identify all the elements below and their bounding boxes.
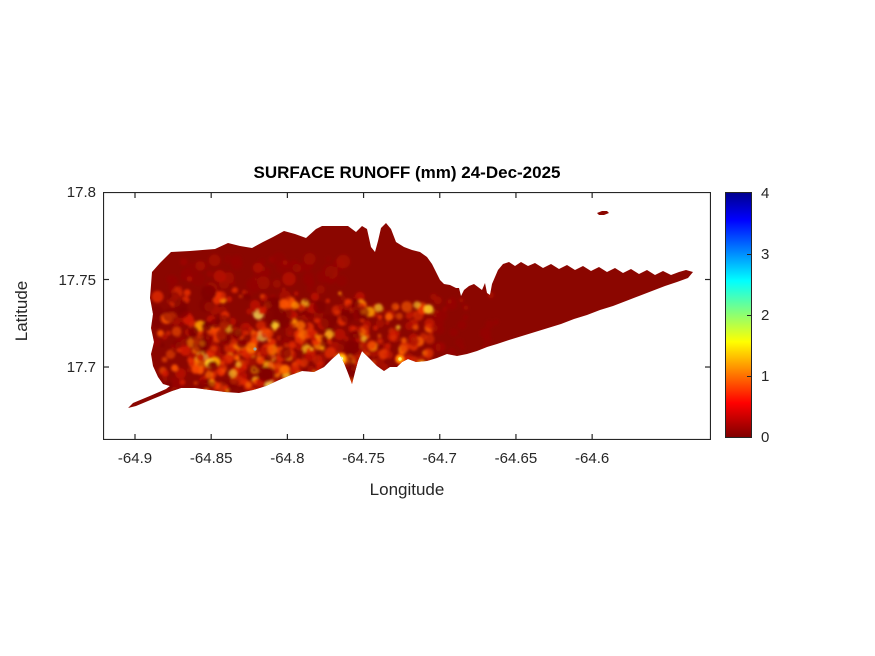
colorbar-tick-label: 4: [761, 185, 770, 202]
colorbar-tick: [747, 376, 751, 377]
colorbar-tick-label: 0: [761, 429, 770, 446]
x-axis-label: Longitude: [369, 480, 445, 499]
y-tick-label: 17.75: [58, 271, 96, 289]
colorbar-tick: [747, 254, 751, 255]
y-tick-label: 17.7: [66, 359, 96, 377]
island-runoff-map: [103, 192, 711, 440]
x-tick-label: -64.8: [270, 450, 305, 467]
x-tick-label: -64.65: [494, 450, 538, 467]
colorbar-tick-label: 1: [761, 368, 770, 385]
x-tick-label: -64.9: [117, 450, 153, 467]
colorbar-tick: [747, 315, 751, 316]
x-tick-label: -64.85: [189, 450, 233, 467]
x-tick-label: -64.6: [575, 450, 610, 467]
islet-shape: [597, 211, 609, 215]
gray-pixel: [253, 347, 257, 351]
plot-area: [103, 192, 711, 440]
axis-box: [103, 192, 711, 440]
colorbar-tick-label: 2: [761, 307, 770, 324]
x-tick-label: -64.75: [342, 450, 385, 467]
chart-title: SURFACE RUNOFF (mm) 24-Dec-2025: [253, 163, 561, 182]
x-tick-label: -64.7: [422, 450, 457, 467]
y-tick-label: 17.8: [66, 184, 96, 201]
colorbar-tick-label: 3: [761, 246, 770, 263]
